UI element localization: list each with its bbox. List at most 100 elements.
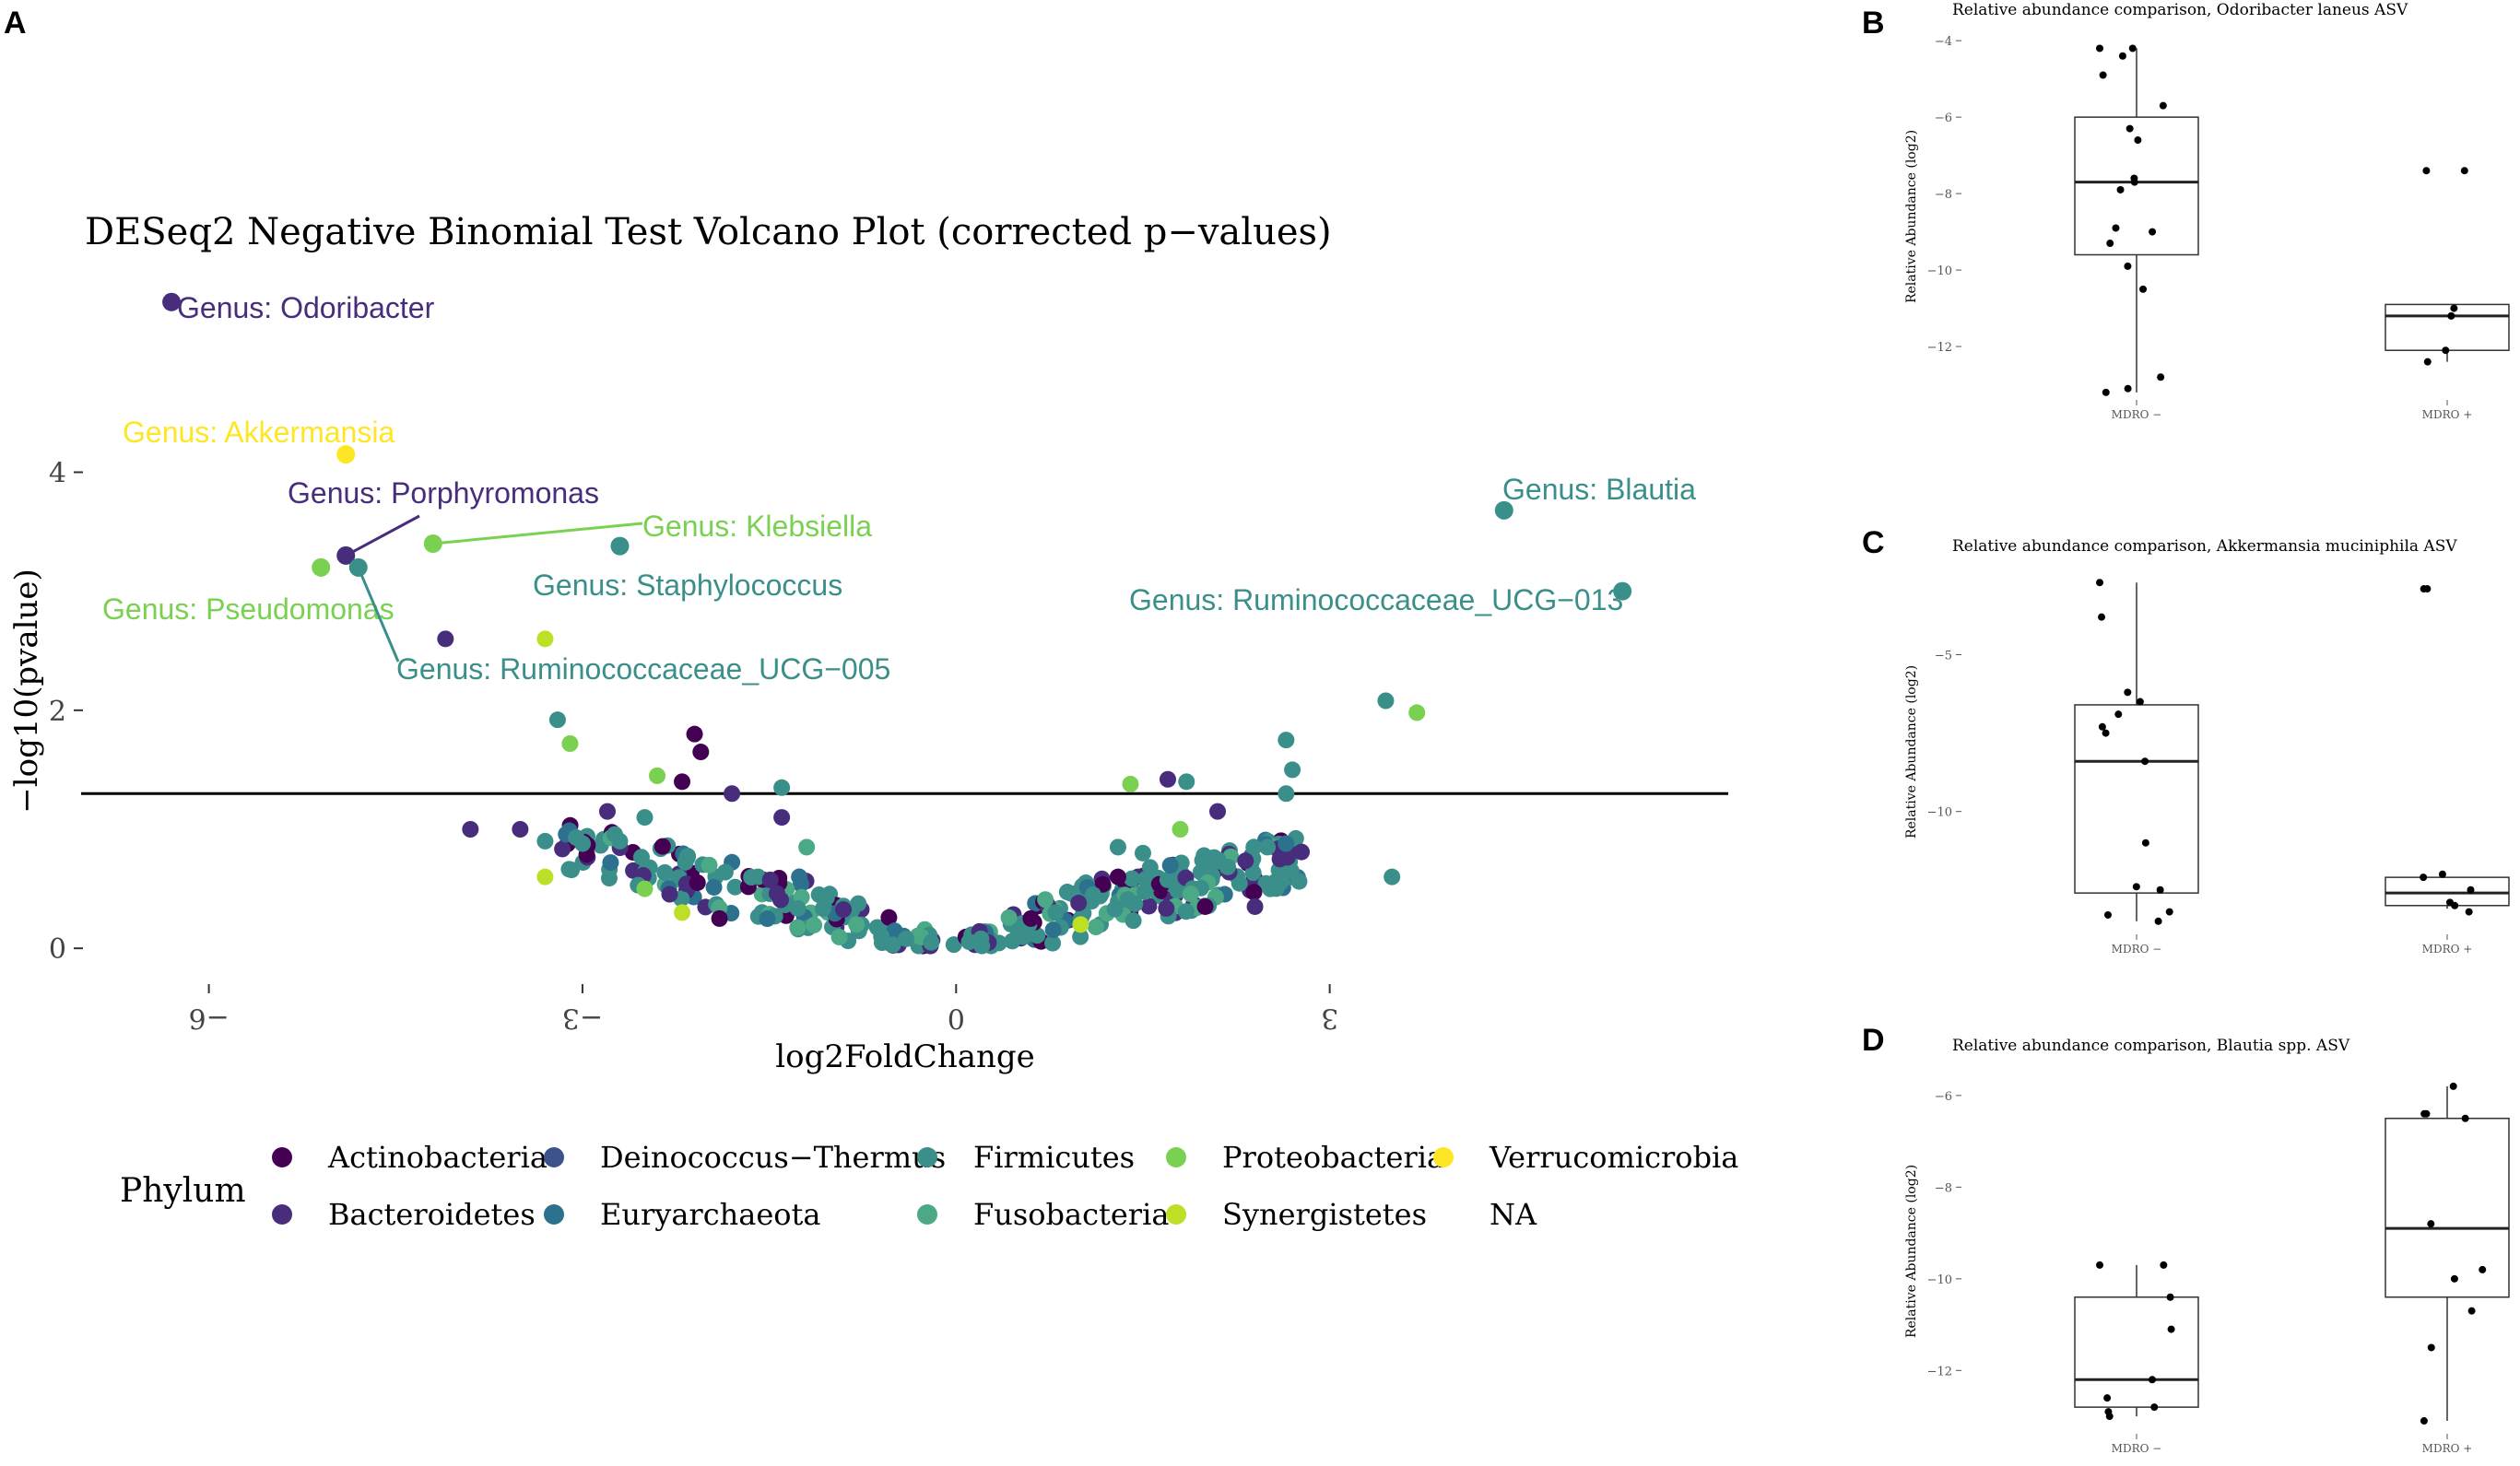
volcano-point xyxy=(1377,692,1395,710)
volcano-point xyxy=(1134,844,1151,862)
genus-label: Genus: Ruminococcaceae_UCG−005 xyxy=(396,652,890,686)
sample-point xyxy=(2420,874,2428,882)
legend-label: Euryarchaeota xyxy=(600,1197,820,1232)
box xyxy=(2385,1117,2510,1298)
volcano-point xyxy=(679,848,697,865)
volcano-point xyxy=(1044,921,1062,939)
volcano-point xyxy=(1278,835,1295,852)
volcano-point xyxy=(945,936,962,954)
volcano-point xyxy=(674,773,691,791)
volcano-point xyxy=(560,861,578,878)
sample-point xyxy=(2150,1403,2159,1412)
volcano-point xyxy=(1094,875,1112,893)
legend-label: Fusobacteria xyxy=(973,1197,1169,1232)
sample-point xyxy=(2157,373,2165,381)
volcano-point xyxy=(536,868,554,885)
volcano-point xyxy=(1159,871,1176,888)
volcano-axes: 0 2 4 −6 −3 0 3 xyxy=(49,458,1728,1034)
x-tick-label: −6 xyxy=(188,1002,229,1034)
sample-point xyxy=(2156,885,2164,894)
volcano-point xyxy=(1072,916,1089,933)
legend-swatch xyxy=(272,1204,292,1225)
sample-point xyxy=(2451,901,2459,909)
sample-point xyxy=(2124,262,2132,270)
sample-point xyxy=(2102,388,2110,396)
volcano-point xyxy=(437,630,454,648)
volcano-point xyxy=(554,840,571,858)
sample-point xyxy=(2103,910,2112,919)
sample-point xyxy=(2139,285,2148,293)
volcano-point xyxy=(789,899,807,917)
legend-label: Firmicutes xyxy=(973,1140,1135,1175)
sample-point xyxy=(2099,71,2107,79)
volcano-point xyxy=(810,886,828,904)
boxplot-y-tick-label: −4 xyxy=(1935,35,1952,49)
sample-point xyxy=(2450,304,2458,312)
boxplot-blautia: Relative abundance comparison, Blautia s… xyxy=(1904,1037,2510,1455)
genus-label: Genus: Pseudomonas xyxy=(102,592,394,626)
volcano-point xyxy=(761,871,779,888)
labeled-point xyxy=(610,536,630,556)
boxplot-y-tick-label: −10 xyxy=(1927,1273,1952,1287)
boxplot-x-tick-label: MDRO − xyxy=(2112,943,2162,956)
y-tick-label: 0 xyxy=(49,933,66,966)
sample-point xyxy=(2124,688,2132,697)
legend-label: NA xyxy=(1490,1197,1537,1232)
sample-point xyxy=(2423,358,2432,366)
boxplot-title: Relative abundance comparison, Odoribact… xyxy=(1952,1,2408,19)
sample-point xyxy=(2141,839,2149,847)
sample-point xyxy=(2160,1261,2168,1269)
legend-swatch xyxy=(1166,1147,1186,1167)
volcano-point xyxy=(1209,803,1227,820)
volcano-point xyxy=(716,863,734,881)
genus-label: Genus: Ruminococcaceae_UCG−013 xyxy=(1129,583,1623,616)
labeled-point xyxy=(336,545,356,565)
volcano-point xyxy=(1259,839,1277,856)
legend-swatch xyxy=(1166,1204,1186,1225)
volcano-point xyxy=(1278,785,1295,803)
volcano-point xyxy=(1271,874,1289,892)
boxplot-x-tick-label: MDRO + xyxy=(2422,1442,2473,1455)
boxplot-ylabel: Relative Abundance (log2) xyxy=(1904,130,1919,303)
volcano-point xyxy=(1070,895,1088,912)
volcano-point xyxy=(1172,821,1189,838)
volcano-point xyxy=(1237,852,1254,870)
volcano-point xyxy=(898,930,915,947)
boxplot-title: Relative abundance comparison, Akkermans… xyxy=(1952,537,2457,556)
genus-label: Genus: Porphyromonas xyxy=(288,476,599,510)
genus-label: Genus: Akkermansia xyxy=(123,416,394,449)
volcano-point xyxy=(1122,775,1139,792)
sample-point xyxy=(2126,124,2134,133)
volcano-point xyxy=(1037,891,1054,909)
volcano-point xyxy=(1244,864,1262,882)
sample-point xyxy=(2132,883,2140,891)
boxplot-x-tick-label: MDRO + xyxy=(2422,943,2473,956)
sample-point xyxy=(2442,346,2450,355)
volcano-point xyxy=(512,821,529,838)
volcano-point xyxy=(1293,843,1311,861)
sample-point xyxy=(2148,1376,2156,1384)
sample-point xyxy=(2106,240,2114,248)
volcano-point xyxy=(656,863,674,881)
volcano-point xyxy=(661,885,678,903)
sample-point xyxy=(2112,224,2120,232)
legend-swatch xyxy=(917,1147,937,1167)
sample-point xyxy=(2124,384,2132,393)
sample-point xyxy=(2098,722,2106,731)
sample-point xyxy=(2165,908,2173,916)
volcano-points xyxy=(437,630,1426,951)
volcano-point xyxy=(1271,850,1289,868)
volcano-point xyxy=(600,870,618,887)
genus-label: Genus: Staphylococcus xyxy=(533,569,842,602)
volcano-point xyxy=(674,904,691,921)
boxplot-ylabel: Relative Abundance (log2) xyxy=(1904,1165,1919,1338)
genus-label: Genus: Odoribacter xyxy=(177,291,435,324)
volcano-point xyxy=(1384,868,1401,885)
boxplot-y-tick-label: −8 xyxy=(1935,188,1952,202)
volcano-point xyxy=(705,878,723,896)
sample-point xyxy=(2105,1413,2114,1421)
legend-swatch xyxy=(272,1147,292,1167)
volcano-point xyxy=(1109,839,1126,856)
boxplot-y-tick-label: −10 xyxy=(1927,806,1952,820)
volcano-point xyxy=(701,856,718,874)
